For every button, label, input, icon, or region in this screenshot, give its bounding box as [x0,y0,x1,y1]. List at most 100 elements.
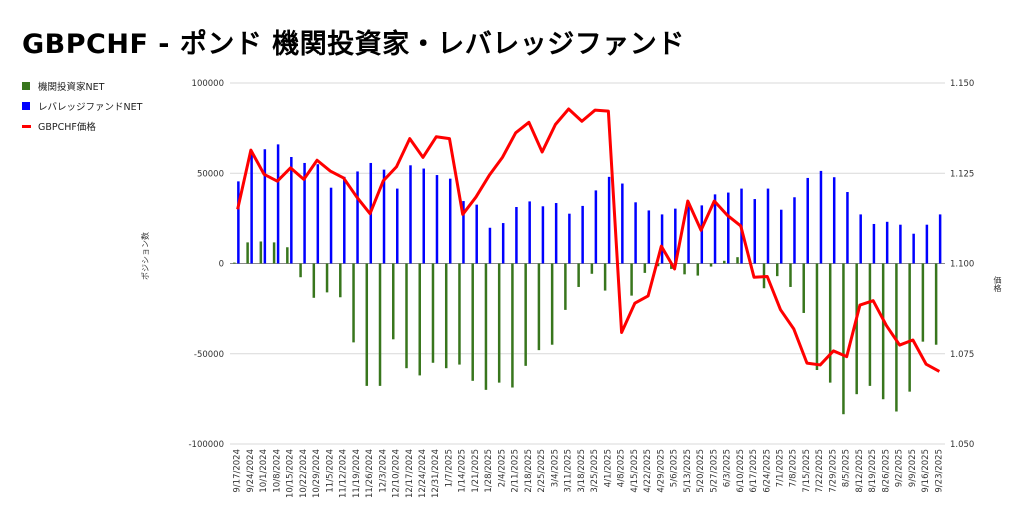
bar-leveraged [819,170,823,264]
x-tick-label: 11/5/2024 [325,449,335,493]
bar-leveraged [594,190,598,264]
bar-leveraged [832,177,836,264]
bar-institutional [524,263,527,366]
legend-label: GBPCHF価格 [38,122,96,133]
bar-leveraged [488,227,492,264]
bar-leveraged [634,202,637,264]
x-tick-label: 10/29/2024 [312,449,322,498]
bar-leveraged [779,209,783,264]
x-tick-label: 2/11/2025 [511,449,521,493]
bar-leveraged [329,187,333,264]
x-tick-label: 5/20/2025 [696,449,706,493]
x-tick-label: 12/17/2024 [405,449,415,498]
chart-title: GBPCHF - ポンド 機関投資家・レバレッジファンド [22,29,685,60]
bar-leveraged [554,203,558,264]
x-tick-label: 5/27/2025 [709,449,719,493]
x-tick-label: 11/26/2024 [365,449,375,498]
y-tick-label-right: 1.125 [950,169,974,179]
x-tick-label: 6/3/2025 [723,449,733,487]
bar-institutional [895,263,898,412]
bar-institutional [908,263,911,392]
legend-item-price[interactable]: GBPCHF価格 [22,116,142,136]
y-tick-label-right: 1.150 [950,79,974,89]
bar-institutional [683,263,686,275]
bar-leveraged [859,214,862,264]
x-tick-label: 8/5/2025 [842,449,852,487]
x-tick-label: 9/16/2025 [921,449,931,493]
bar-leveraged [621,183,624,264]
x-tick-label: 7/1/2025 [775,449,785,487]
x-tick-label: 3/18/2025 [577,449,587,493]
y-tick-label-left: 0 [219,260,224,270]
x-tick-label: 12/31/2024 [431,449,441,498]
legend-item-institutional[interactable]: 機関投資家NET [22,76,142,96]
x-tick-label: 6/24/2025 [762,449,772,493]
bar-institutional [418,263,421,376]
y-tick-label-left: 50000 [197,169,224,179]
x-tick-label: 12/3/2024 [378,449,388,493]
x-tick-label: 12/24/2024 [418,449,428,498]
bar-institutional [378,263,382,386]
bar-leveraged [660,214,664,264]
x-tick-label: 3/4/2025 [550,449,560,487]
bar-leveraged [713,194,717,264]
x-tick-label: 3/25/2025 [590,449,600,493]
bar-institutional [431,263,435,363]
legend: 機関投資家NET レバレッジファンドNET GBPCHF価格 [22,76,142,136]
x-tick-label: 1/21/2025 [471,449,481,493]
bar-leveraged [290,157,293,264]
x-tick-label: 4/8/2025 [617,449,627,487]
bar-leveraged [872,223,876,264]
bar-institutional [802,263,805,313]
bar-leveraged [899,224,902,264]
x-tick-label: 9/23/2025 [934,449,944,493]
bar-leveraged [541,206,545,264]
bar-leveraged [938,214,942,264]
bar-institutional [643,263,647,273]
x-tick-label: 8/26/2025 [881,449,891,493]
x-tick-label: 7/8/2025 [789,449,799,487]
x-tick-label: 8/12/2025 [855,449,865,493]
bar-institutional [392,263,395,340]
bar-institutional [497,263,501,383]
legend-label: レバレッジファンドNET [38,102,143,113]
x-tick-label: 7/22/2025 [815,449,825,493]
x-tick-label: 1/14/2025 [458,449,468,493]
bar-leveraged [528,201,531,264]
bar-institutional [458,263,461,365]
bar-leveraged [607,176,611,264]
bar-leveraged [237,181,240,264]
bar-leveraged [409,165,412,264]
x-tick-label: 4/1/2025 [603,449,613,487]
bar-institutional [272,242,276,264]
bar-leveraged [303,162,306,264]
bar-leveraged [276,144,280,264]
legend-item-leveraged[interactable]: レバレッジファンドNET [22,96,142,116]
legend-swatch-blue [22,102,30,110]
legend-label: 機関投資家NET [38,82,105,93]
x-tick-label: 2/25/2025 [537,449,547,493]
bar-institutional [484,263,488,390]
bar-institutional [286,247,289,264]
x-tick-label: 9/9/2025 [908,449,918,487]
bar-institutional [855,263,858,395]
bar-leveraged [885,221,889,264]
bar-leveraged [806,177,809,264]
bar-institutional [828,263,832,383]
bar-institutional [444,263,448,369]
bar-leveraged [727,192,730,264]
x-tick-label: 2/4/2025 [497,449,507,487]
bar-leveraged [846,192,849,264]
bar-leveraged [475,204,478,264]
x-tick-label: 4/22/2025 [643,449,653,493]
x-tick-label: 5/6/2025 [670,449,680,487]
bar-institutional [299,263,302,278]
x-tick-label: 4/15/2025 [630,449,640,493]
x-tick-label: 1/7/2025 [444,449,454,487]
bar-leveraged [766,188,770,264]
legend-swatch-green [22,82,30,90]
x-tick-label: 8/19/2025 [868,449,878,493]
bar-institutional [511,263,514,388]
x-tick-label: 11/12/2024 [339,449,349,498]
x-tick-label: 9/2/2025 [895,449,905,487]
